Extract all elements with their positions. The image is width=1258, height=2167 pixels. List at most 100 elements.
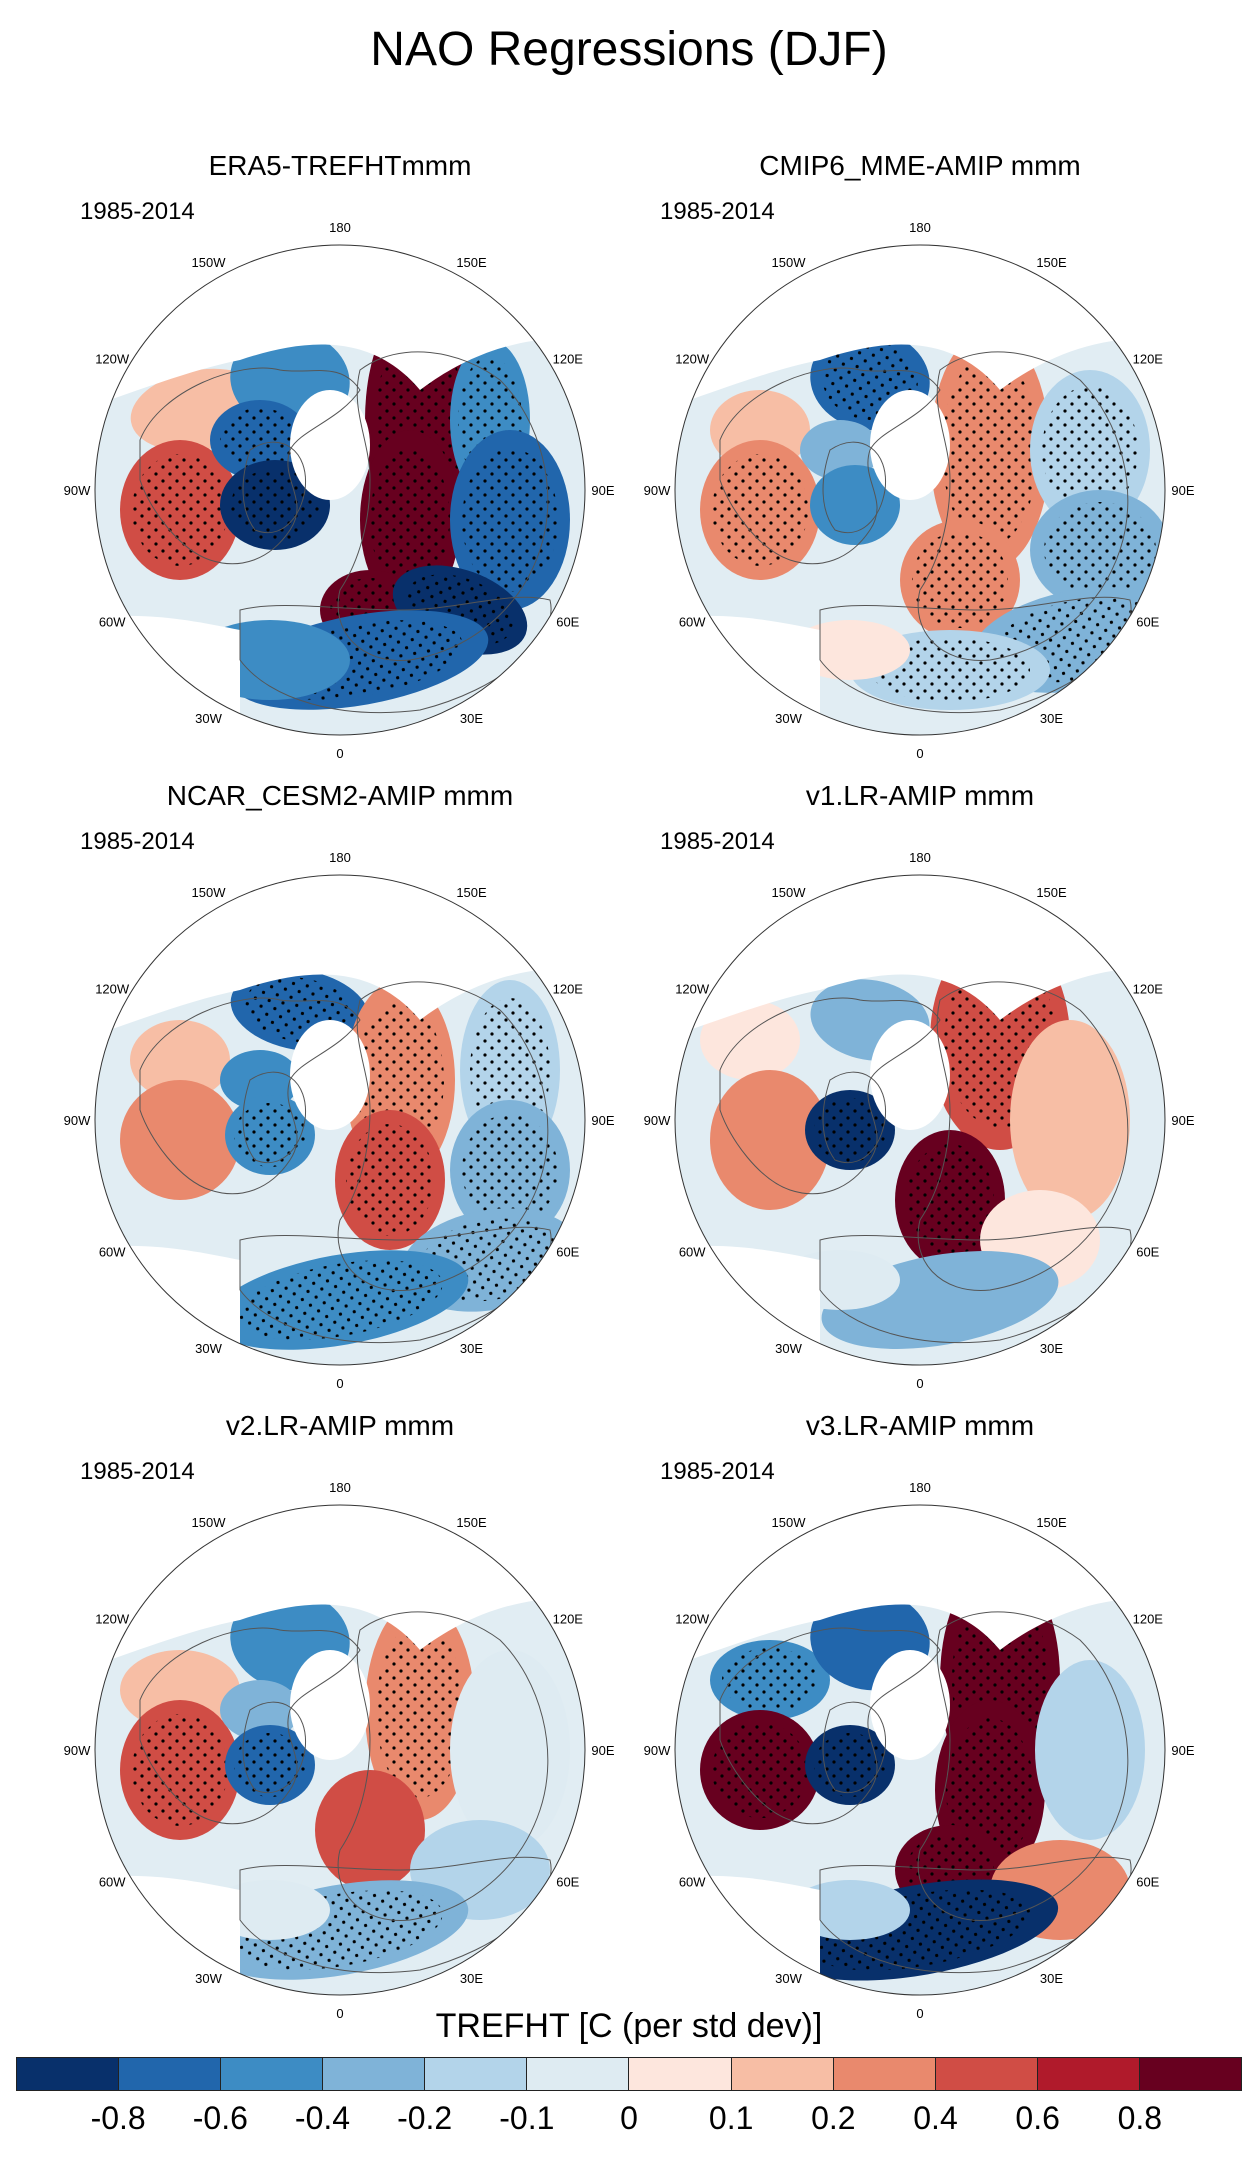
colorbar-box: [629, 2058, 732, 2090]
longitude-label: 30E: [1040, 1971, 1063, 1986]
panel-title: v1.LR-AMIP mmm: [805, 780, 1035, 811]
significance-stipple: [132, 1714, 228, 1826]
colorbar-label: 0.6: [1015, 2100, 1060, 2136]
longitude-label: 150E: [1036, 1515, 1067, 1530]
longitude-label: 60E: [1136, 1245, 1159, 1260]
colorbar-label: -0.6: [192, 2100, 248, 2136]
coastline: [719, 367, 941, 565]
longitude-label: 60W: [99, 615, 126, 630]
longitude-label: 90W: [644, 1113, 671, 1128]
longitude-label: 30E: [460, 1971, 483, 1986]
colorbar-label: 0.1: [708, 2100, 754, 2136]
longitude-label: 150E: [456, 1515, 487, 1530]
longitude-label: 0: [916, 746, 923, 761]
longitude-label: 60E: [1136, 615, 1159, 630]
panel-period: 1985-2014: [80, 1458, 195, 1485]
colorbar-title: TREFHT [C (per std dev)]: [435, 2007, 823, 2045]
colorbar-label: 0.4: [913, 2100, 958, 2136]
longitude-label: 120W: [95, 982, 130, 997]
longitude-label: 90W: [64, 1743, 91, 1758]
significance-stipple: [132, 454, 228, 566]
coastline: [822, 441, 887, 534]
coastline: [139, 997, 361, 1195]
significance-stipple: [234, 1103, 306, 1167]
longitude-label: 150W: [192, 885, 227, 900]
longitude-label: 30E: [1040, 711, 1063, 726]
significance-stipple: [237, 1260, 443, 1340]
coastline: [337, 1611, 549, 1921]
significance-stipple: [870, 638, 1030, 702]
colorbar-box: [833, 2058, 936, 2090]
longitude-label: 90W: [64, 1113, 91, 1128]
polar-map: 180 150E 120E 90E 60E 30E 0 30W 60W 90W 120W 150W: [644, 220, 1195, 761]
longitude-label: 0: [336, 2006, 343, 2021]
longitude-label: 120E: [553, 982, 584, 997]
longitude-label: 150E: [456, 885, 487, 900]
longitude-label: 60W: [679, 615, 706, 630]
longitude-label: 60W: [99, 1875, 126, 1890]
longitude-label: 90E: [1171, 1113, 1194, 1128]
panel-title: NCAR_CESM2-AMIP mmm: [166, 780, 514, 811]
longitude-label: 120W: [675, 982, 710, 997]
significance-stipple: [946, 1718, 1034, 1862]
longitude-label: 120E: [1133, 982, 1164, 997]
longitude-label: 150E: [1036, 255, 1067, 270]
colorbar-box: [1139, 2058, 1241, 2090]
longitude-label: 60E: [556, 1245, 579, 1260]
coastline: [337, 981, 549, 1291]
longitude-label: 90E: [591, 483, 614, 498]
colorbar-box: [527, 2058, 630, 2090]
anomaly-region: [120, 1080, 240, 1200]
colorbar-box: [425, 2058, 528, 2090]
coastline: [819, 596, 1132, 713]
coastline: [139, 1627, 361, 1825]
significance-stipple: [376, 1622, 464, 1798]
longitude-label: 120W: [95, 352, 130, 367]
coastline: [239, 596, 552, 713]
longitude-label: 120W: [95, 1612, 130, 1627]
longitude-label: 30E: [460, 711, 483, 726]
longitude-label: 90W: [644, 1743, 671, 1758]
coastline: [719, 1627, 941, 1825]
map-panel-4: v1.LR-AMIP mmm 180 150E 120E 90E 60E 30E 0 30W 60…: [620, 780, 1220, 1400]
polar-map: 180 150E 120E 90E 60E 30E 0 30W 60W 90W 120W 150W: [64, 220, 615, 761]
colorbar-label: -0.8: [90, 2100, 146, 2136]
colorbar-box: [1037, 2058, 1140, 2090]
map-boundary: [94, 874, 586, 1366]
significance-stipple: [912, 532, 1008, 628]
longitude-label: 60W: [99, 1245, 126, 1260]
map-panel-6: v3.LR-AMIP mmm 180 150E 120E 90E 60E 30E 0 30W 60…: [620, 1410, 1220, 2030]
colorbar-labels: -0.8 -0.6 -0.4 -0.2 -0.1 0 0.1 0.2 0.4 0.6 0.8: [16, 2100, 1242, 2140]
longitude-label: 30E: [1040, 1341, 1063, 1356]
significance-stipple: [942, 354, 1038, 546]
longitude-label: 150W: [192, 1515, 227, 1530]
significance-stipple: [346, 1124, 434, 1236]
panel-title: v2.LR-AMIP mmm: [225, 1410, 455, 1441]
coastline: [719, 997, 941, 1195]
longitude-label: 120E: [553, 352, 584, 367]
colorbar-label: 0.2: [811, 2100, 856, 2136]
significance-stipple: [462, 1114, 558, 1226]
longitude-label: 150E: [1036, 885, 1067, 900]
anomaly-region: [315, 1770, 425, 1890]
panel-period: 1985-2014: [660, 198, 775, 225]
significance-stipple: [1044, 502, 1156, 598]
longitude-label: 120W: [675, 1612, 710, 1627]
panel-title: v3.LR-AMIP mmm: [805, 1410, 1035, 1441]
map-boundary: [674, 874, 1166, 1366]
longitude-label: 120E: [553, 1612, 584, 1627]
map-panel-5: v2.LR-AMIP mmm 180 150E 120E 90E 60E 30E 0 30W 60…: [40, 1410, 640, 2030]
longitude-label: 90E: [591, 1113, 614, 1128]
significance-stipple: [722, 1648, 818, 1712]
longitude-label: 180: [909, 1480, 931, 1495]
significance-stipple: [220, 408, 300, 472]
significance-stipple: [1042, 386, 1138, 514]
significance-stipple: [814, 1098, 886, 1162]
longitude-label: 150W: [772, 1515, 807, 1530]
map-boundary: [674, 244, 1166, 736]
anomaly-region: [1010, 1020, 1130, 1220]
map-panel-2: CMIP6_MME-AMIP mmm 180 150E 120E 90E 60E 30E 0 3…: [620, 150, 1220, 770]
colorbar-label: 0.8: [1117, 2100, 1163, 2136]
map-panel-1: ERA5-TREFHTmmm 180 150E 120E 90E 60E 30E 0 30W 60…: [40, 150, 640, 770]
colorbar-box: [935, 2058, 1038, 2090]
